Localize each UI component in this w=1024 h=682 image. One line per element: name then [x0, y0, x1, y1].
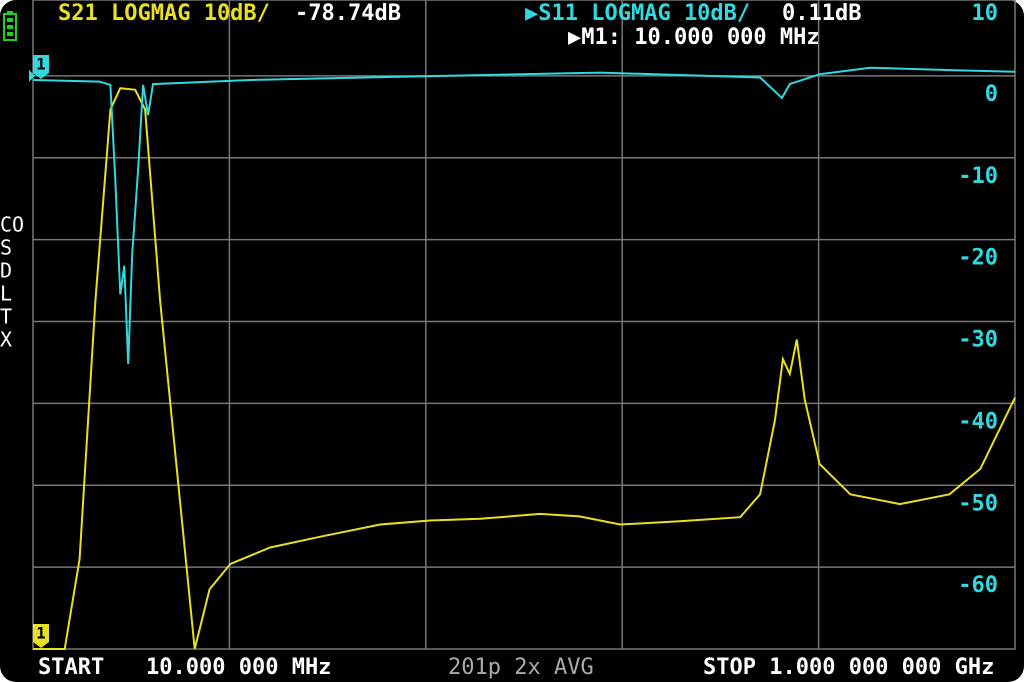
marker-label: 1: [36, 54, 46, 73]
start-frequency: 10.000 000 MHz: [146, 655, 331, 680]
reference-arrow: [29, 69, 35, 82]
cal-status: S: [0, 236, 12, 260]
stop-label: STOP 1.000 000 000 GHz: [703, 655, 994, 680]
plot-frame: [32, 0, 1016, 650]
cal-status: X: [0, 328, 12, 352]
y-tick-label: 10: [972, 1, 999, 26]
start-label: START: [38, 655, 104, 680]
marker-label: 1: [36, 624, 46, 643]
cal-status: L: [0, 282, 12, 306]
cal-status: T: [0, 305, 12, 329]
marker: 1: [33, 54, 49, 79]
y-tick-label: -60: [958, 573, 998, 598]
cal-status: CO: [0, 213, 24, 237]
s11-header: ▶S11 LOGMAG 10dB/: [525, 1, 750, 26]
s21-header: S21 LOGMAG 10dB/: [58, 1, 270, 26]
y-tick-label: 0: [985, 82, 998, 107]
y-tick-label: -30: [958, 328, 998, 353]
y-tick-label: -50: [958, 491, 998, 516]
marker: 1: [33, 624, 49, 648]
marker-readout: ▶M1: 10.000 000 MHz: [568, 25, 820, 50]
trace: [33, 87, 1016, 650]
marker-flag: [33, 54, 49, 79]
marker-flag: [33, 624, 49, 648]
cal-status: D: [0, 259, 12, 283]
battery-icon: [3, 11, 17, 41]
s21-readout: -78.74dB: [295, 1, 401, 26]
sweep-info: 201p 2x AVG: [448, 655, 594, 680]
y-tick-label: -10: [958, 164, 998, 189]
trace: [32, 66, 1016, 365]
s11-readout: 0.11dB: [782, 1, 861, 26]
y-tick-label: -40: [958, 409, 998, 434]
plot-area: [32, 0, 1016, 650]
y-tick-label: -20: [958, 246, 998, 271]
